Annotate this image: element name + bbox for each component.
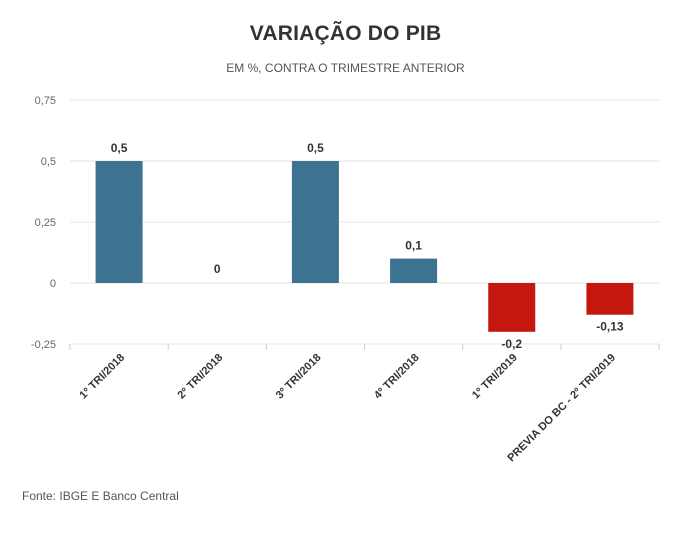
source-note: Fonte: IBGE E Banco Central bbox=[22, 489, 179, 503]
y-tick-label: 0,25 bbox=[35, 217, 56, 229]
y-tick-label: 0,75 bbox=[35, 95, 56, 107]
y-tick-label: 0 bbox=[50, 278, 56, 290]
y-tick-label: 0,5 bbox=[41, 156, 56, 168]
x-tick-label: 4º TRI/2018 bbox=[372, 352, 422, 402]
data-label: 0 bbox=[214, 262, 221, 276]
x-tick-label: 1º TRI/2019 bbox=[470, 352, 520, 402]
data-label: 0,5 bbox=[307, 141, 324, 155]
bar bbox=[488, 283, 536, 332]
data-label: 0,5 bbox=[111, 141, 128, 155]
y-tick-label: -0,25 bbox=[31, 339, 56, 351]
x-tick-label: PREVIA DO BC - 2º TRI/2019 bbox=[505, 352, 618, 465]
x-tick-label: 3º TRI/2018 bbox=[274, 352, 324, 402]
data-label: -0,2 bbox=[501, 337, 522, 351]
chart-subtitle: EM %, CONTRA O TRIMESTRE ANTERIOR bbox=[226, 61, 465, 75]
bar bbox=[586, 283, 634, 315]
bar bbox=[291, 161, 339, 283]
data-label: -0,13 bbox=[596, 320, 624, 334]
x-tick-label: 1º TRI/2018 bbox=[77, 352, 127, 402]
x-tick-label: 2º TRI/2018 bbox=[176, 352, 226, 402]
chart-title: VARIAÇÃO DO PIB bbox=[249, 22, 442, 45]
data-label: 0,1 bbox=[405, 239, 422, 253]
bar bbox=[390, 258, 438, 283]
bar bbox=[95, 161, 143, 283]
